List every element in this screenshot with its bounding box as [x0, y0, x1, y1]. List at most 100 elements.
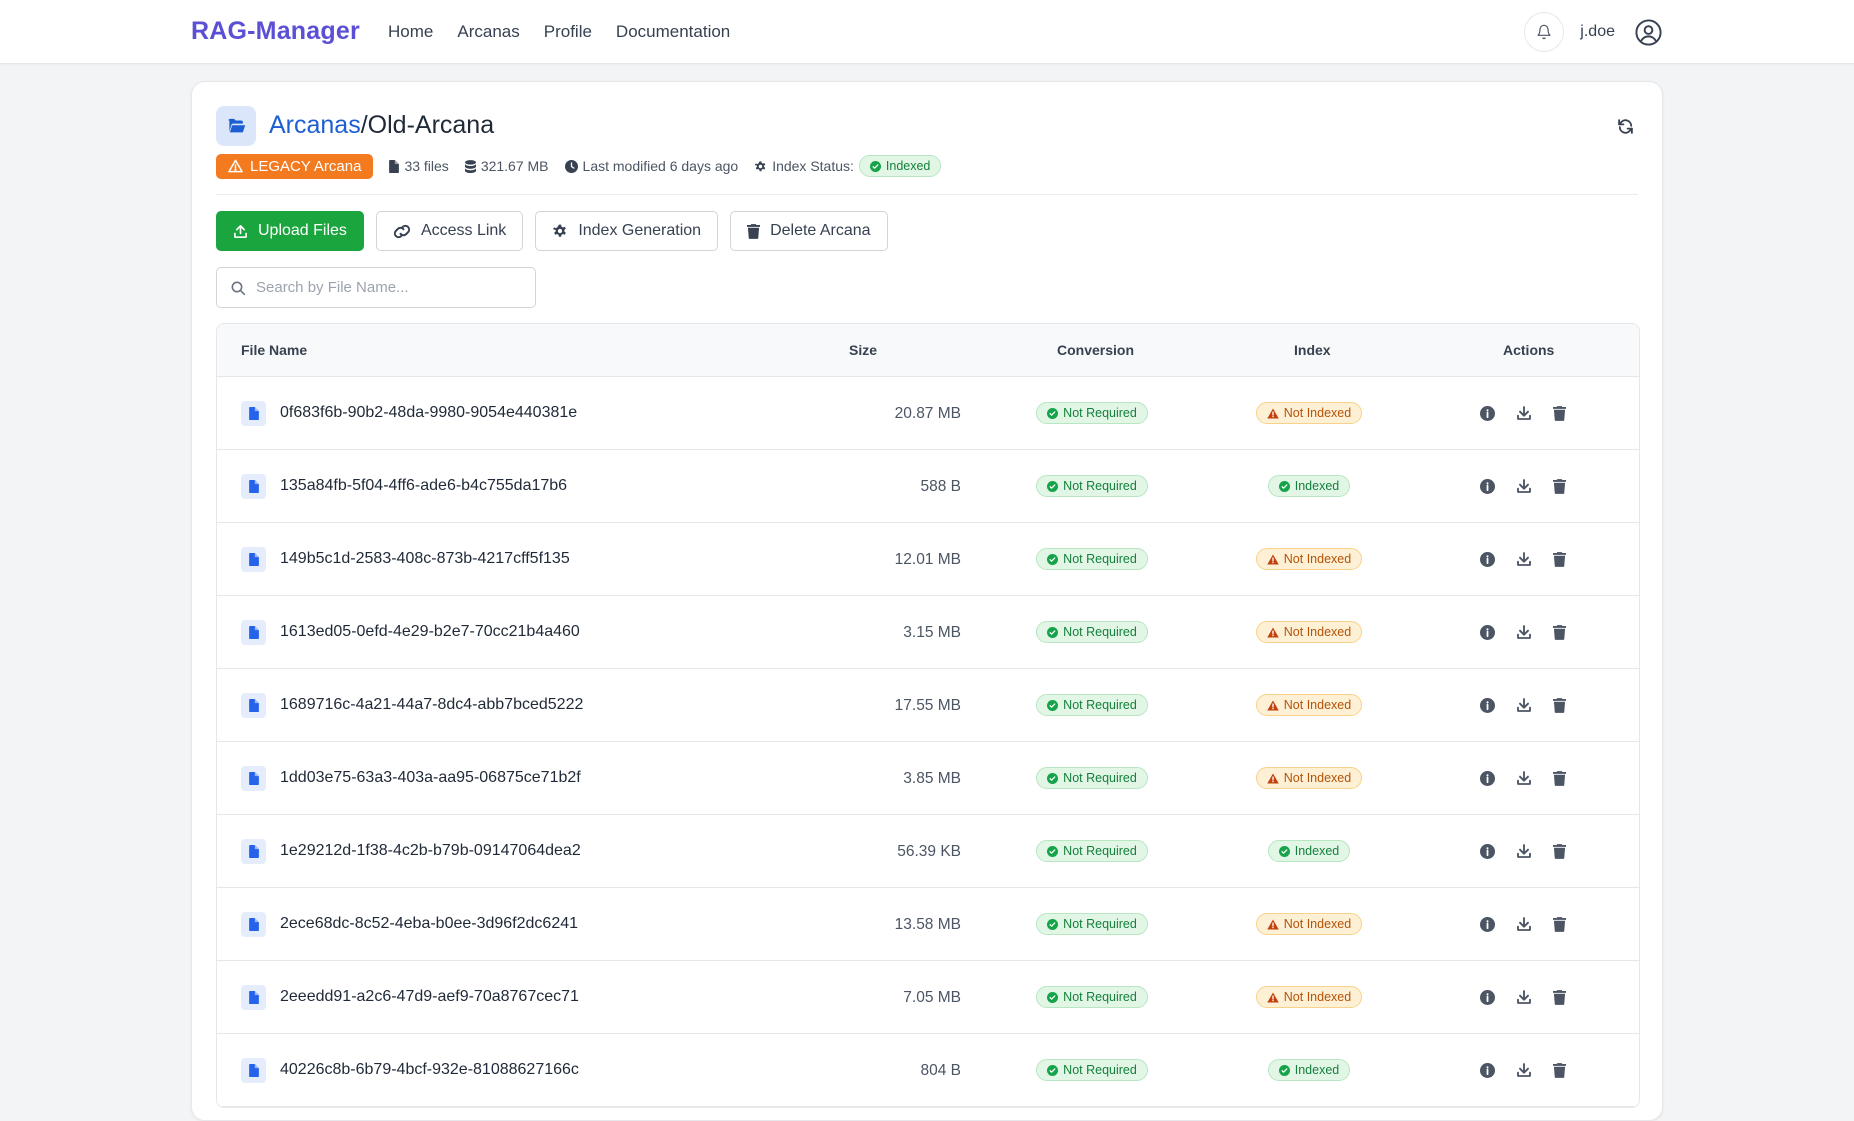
search-input[interactable] [256, 279, 516, 296]
download-button[interactable] [1514, 841, 1533, 861]
conversion-cell: Not Required [1032, 767, 1152, 789]
breadcrumb-arcanas-link[interactable]: Arcanas [269, 111, 361, 139]
file-name[interactable]: 40226c8b-6b79-4bcf-932e-81088627166c [280, 1061, 579, 1078]
index-cell: Indexed [1249, 475, 1369, 497]
file-name[interactable]: 0f683f6b-90b2-48da-9980-9054e440381e [280, 404, 578, 421]
delete-button[interactable] [1550, 841, 1569, 861]
info-button[interactable] [1478, 841, 1497, 861]
table-row[interactable]: 149b5c1d-2583-408c-873b-4217cff5f135 12.… [217, 523, 1639, 596]
nav-profile[interactable]: Profile [543, 22, 592, 41]
file-name[interactable]: 2eeedd91-a2c6-47d9-aef9-70a8767cec71 [280, 988, 579, 1005]
table-row[interactable]: 40226c8b-6b79-4bcf-932e-81088627166c 804… [217, 1034, 1639, 1107]
delete-button[interactable] [1550, 987, 1569, 1007]
info-button[interactable] [1478, 695, 1497, 715]
access-link-button[interactable]: Access Link [375, 211, 524, 251]
info-button[interactable] [1478, 768, 1497, 788]
delete-button[interactable] [1550, 622, 1569, 642]
index-status: Not Indexed [1283, 552, 1352, 566]
table-row[interactable]: 1e29212d-1f38-4c2b-b79b-09147064dea2 56.… [217, 815, 1639, 888]
download-button[interactable] [1514, 987, 1533, 1007]
delete-button[interactable] [1550, 403, 1569, 423]
conversion-cell: Not Required [1032, 1059, 1152, 1081]
download-button[interactable] [1514, 695, 1533, 715]
gear-icon [553, 224, 567, 237]
file-name[interactable]: 1dd03e75-63a3-403a-aa95-06875ce71b2f [280, 769, 581, 786]
file-name[interactable]: 149b5c1d-2583-408c-873b-4217cff5f135 [280, 550, 570, 567]
info-button[interactable] [1478, 622, 1497, 642]
info-button[interactable] [1478, 914, 1497, 934]
conversion-cell: Not Required [1032, 694, 1152, 716]
link-icon [393, 224, 410, 238]
nav-arcanas[interactable]: Arcanas [457, 22, 520, 41]
download-button[interactable] [1514, 768, 1533, 788]
files-count: 33 files [389, 158, 449, 174]
download-button[interactable] [1514, 476, 1533, 496]
table-row[interactable]: 1689716c-4a21-44a7-8dc4-abb7bced5222 17.… [217, 669, 1639, 742]
download-button[interactable] [1514, 549, 1533, 569]
delete-button[interactable] [1550, 1060, 1569, 1080]
trash-icon [1553, 405, 1566, 421]
delete-button[interactable] [1550, 549, 1569, 569]
brand-logo[interactable]: RAG-Manager [191, 17, 360, 45]
info-button[interactable] [1478, 403, 1497, 423]
upload-files-button[interactable]: Upload Files [216, 211, 364, 251]
index-status-label: Index Status: [772, 158, 854, 174]
conversion-badge: Not Required [1036, 767, 1148, 789]
delete-button[interactable] [1550, 914, 1569, 934]
file-name[interactable]: 135a84fb-5f04-4ff6-ade6-b4c755da17b6 [280, 477, 568, 494]
column-size[interactable]: Size [849, 342, 878, 358]
file-size: 17.55 MB [894, 697, 961, 714]
username[interactable]: j.doe [1580, 23, 1615, 40]
download-button[interactable] [1514, 403, 1533, 423]
index-generation-button[interactable]: Index Generation [535, 211, 719, 251]
info-button[interactable] [1478, 1060, 1497, 1080]
file-badge [241, 766, 266, 791]
table-row[interactable]: 2eeedd91-a2c6-47d9-aef9-70a8767cec71 7.0… [217, 961, 1639, 1034]
table-row[interactable]: 1dd03e75-63a3-403a-aa95-06875ce71b2f 3.8… [217, 742, 1639, 815]
info-button[interactable] [1478, 476, 1497, 496]
download-button[interactable] [1514, 914, 1533, 934]
info-button[interactable] [1478, 549, 1497, 569]
file-name[interactable]: 1e29212d-1f38-4c2b-b79b-09147064dea2 [280, 842, 581, 859]
column-actions: Actions [1503, 342, 1555, 358]
check-circle-icon [1278, 845, 1290, 857]
index-badge: Indexed [1267, 475, 1351, 497]
file-icon [248, 845, 259, 858]
file-badge [241, 547, 266, 572]
info-button[interactable] [1478, 987, 1497, 1007]
conversion-badge: Not Required [1036, 694, 1148, 716]
legacy-label: LEGACY Arcana [250, 157, 362, 175]
file-badge [241, 620, 266, 645]
conversion-badge: Not Required [1036, 621, 1148, 643]
index-cell: Not Indexed [1249, 694, 1369, 716]
delete-button[interactable] [1550, 695, 1569, 715]
refresh-button[interactable] [1612, 113, 1638, 139]
table-row[interactable]: 1613ed05-0efd-4e29-b2e7-70cc21b4a460 3.1… [217, 596, 1639, 669]
delete-button[interactable] [1550, 476, 1569, 496]
notifications-button[interactable] [1524, 12, 1565, 52]
file-name[interactable]: 1613ed05-0efd-4e29-b2e7-70cc21b4a460 [280, 623, 580, 640]
table-row[interactable]: 2ece68dc-8c52-4eba-b0ee-3d96f2dc6241 13.… [217, 888, 1639, 961]
nav-home[interactable]: Home [388, 22, 434, 41]
column-file-name[interactable]: File Name [241, 342, 308, 358]
delete-arcana-button[interactable]: Delete Arcana [730, 211, 888, 251]
file-name[interactable]: 1689716c-4a21-44a7-8dc4-abb7bced5222 [280, 696, 584, 713]
download-button[interactable] [1514, 1060, 1533, 1080]
download-icon [1516, 771, 1531, 785]
row-actions [1478, 914, 1569, 934]
table-row[interactable]: 135a84fb-5f04-4ff6-ade6-b4c755da17b6 588… [217, 450, 1639, 523]
check-circle-icon [1278, 480, 1290, 492]
index-cell: Indexed [1249, 1059, 1369, 1081]
file-name[interactable]: 2ece68dc-8c52-4eba-b0ee-3d96f2dc6241 [280, 915, 579, 932]
user-menu-button[interactable] [1633, 17, 1663, 47]
download-button[interactable] [1514, 622, 1533, 642]
table-row[interactable]: 0f683f6b-90b2-48da-9980-9054e440381e 20.… [217, 377, 1639, 450]
check-circle-icon [1047, 626, 1059, 638]
index-status: Not Indexed [1283, 771, 1352, 785]
warning-icon [1267, 408, 1279, 418]
nav-documentation[interactable]: Documentation [615, 22, 731, 41]
delete-button[interactable] [1550, 768, 1569, 788]
total-size: 321.67 MB [464, 158, 549, 174]
conversion-status: Not Required [1063, 625, 1137, 639]
index-cell: Not Indexed [1249, 621, 1369, 643]
